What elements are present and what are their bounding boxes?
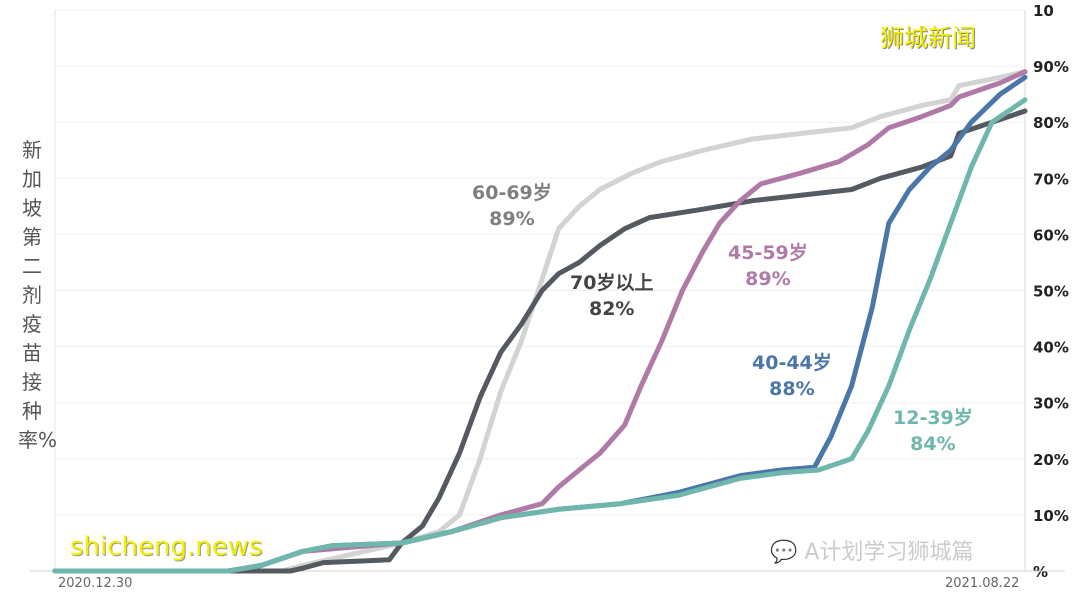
y-tick-label: 60% [1033, 226, 1069, 244]
label-60-69-value: 89% [489, 208, 535, 230]
series-line-12-39岁 [52, 97, 1028, 574]
label-60-69-name: 60-69岁 [472, 182, 552, 204]
label-70-plus-value: 82% [588, 298, 635, 320]
watermark-bottom: shicheng.news [70, 532, 263, 562]
watermark-wechat: 💬 A计划学习狮城篇 [770, 540, 973, 566]
label-12-39: 12-39岁 84% [893, 405, 973, 457]
x-tick-start: 2020.12.30 [58, 576, 133, 591]
series-line-70岁以上 [52, 108, 1028, 574]
wechat-icon: 💬 [770, 540, 798, 565]
y-tick-label: 20% [1033, 451, 1069, 469]
label-40-44-name: 40-44岁 [752, 352, 832, 374]
label-12-39-value: 84% [910, 433, 956, 455]
y-tick-label: 70% [1033, 170, 1069, 188]
y-tick-label: 10% [1033, 507, 1069, 525]
watermark-wechat-text: A计划学习狮城篇 [804, 540, 974, 565]
y-tick-label: 90% [1033, 58, 1069, 76]
y-tick-label: 80% [1033, 114, 1069, 132]
watermark-top: 狮城新闻 [880, 24, 976, 52]
y-tick-label: 50% [1033, 283, 1069, 301]
label-70-plus-name: 70岁以上 [570, 272, 654, 294]
series-line-40-44岁 [52, 74, 1028, 574]
label-60-69: 60-69岁 89% [472, 180, 552, 232]
x-tick-end: 2021.08.22 [945, 576, 1020, 591]
y-tick-label: 10 [1033, 2, 1054, 20]
label-45-59-name: 45-59岁 [728, 242, 808, 264]
y-axis-title: 新加坡第二剂疫苗接种率% [18, 138, 58, 452]
label-12-39-name: 12-39岁 [893, 407, 973, 429]
series-line-45-59岁 [52, 69, 1028, 574]
label-40-44-value: 88% [769, 378, 815, 400]
y-tick-label: 40% [1033, 339, 1069, 357]
y-tick-label: 30% [1033, 395, 1069, 413]
label-45-59: 45-59岁 89% [728, 240, 808, 292]
label-70-plus: 70岁以上 82% [570, 270, 653, 322]
label-40-44: 40-44岁 88% [752, 350, 832, 402]
series-line-60-69岁 [52, 69, 1028, 574]
label-45-59-value: 89% [745, 268, 791, 290]
y-tick-label-zero: % [1033, 563, 1048, 581]
